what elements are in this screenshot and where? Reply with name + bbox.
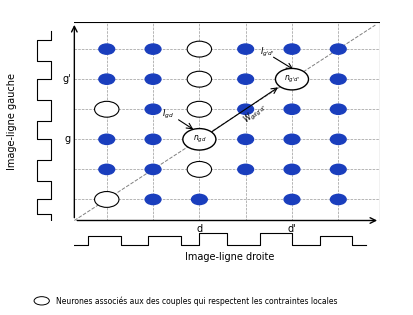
- Text: g': g': [62, 74, 71, 84]
- Circle shape: [95, 192, 119, 207]
- Circle shape: [145, 104, 161, 114]
- Circle shape: [238, 134, 254, 144]
- Text: $W_{gdg'd'}$: $W_{gdg'd'}$: [241, 100, 269, 127]
- Text: $I_{gd}$: $I_{gd}$: [162, 108, 174, 121]
- Circle shape: [145, 194, 161, 204]
- Text: Image-ligne droite: Image-ligne droite: [185, 252, 274, 262]
- Circle shape: [284, 134, 300, 144]
- Circle shape: [187, 41, 211, 57]
- Text: g: g: [64, 134, 71, 144]
- Circle shape: [238, 164, 254, 175]
- Circle shape: [99, 134, 115, 144]
- Circle shape: [187, 131, 211, 147]
- Circle shape: [187, 71, 211, 87]
- Circle shape: [145, 44, 161, 54]
- Circle shape: [330, 134, 346, 144]
- Text: $n_{gd}$: $n_{gd}$: [192, 134, 206, 145]
- Text: d': d': [288, 224, 296, 233]
- Circle shape: [145, 134, 161, 144]
- Circle shape: [330, 104, 346, 114]
- Circle shape: [330, 194, 346, 204]
- Circle shape: [95, 101, 119, 117]
- Circle shape: [99, 164, 115, 175]
- Circle shape: [275, 68, 309, 90]
- Circle shape: [192, 194, 207, 204]
- Circle shape: [330, 74, 346, 84]
- Circle shape: [284, 44, 300, 54]
- Text: $n_{g'd'}$: $n_{g'd'}$: [284, 74, 300, 85]
- Circle shape: [330, 164, 346, 175]
- Circle shape: [284, 164, 300, 175]
- Circle shape: [34, 297, 49, 305]
- Circle shape: [99, 74, 115, 84]
- Circle shape: [238, 44, 254, 54]
- Circle shape: [238, 74, 254, 84]
- Text: $I_{g'd'}$: $I_{g'd'}$: [260, 46, 275, 59]
- Circle shape: [145, 164, 161, 175]
- Circle shape: [330, 44, 346, 54]
- Text: d: d: [196, 224, 202, 233]
- Circle shape: [99, 44, 115, 54]
- Circle shape: [145, 74, 161, 84]
- Circle shape: [238, 104, 254, 114]
- Text: Image-ligne gauche: Image-ligne gauche: [7, 73, 17, 170]
- Circle shape: [284, 194, 300, 204]
- Circle shape: [187, 162, 211, 177]
- Circle shape: [284, 104, 300, 114]
- Circle shape: [183, 129, 216, 150]
- Text: Neurones associés aux des couples qui respectent les contraintes locales: Neurones associés aux des couples qui re…: [56, 296, 337, 306]
- Circle shape: [187, 101, 211, 117]
